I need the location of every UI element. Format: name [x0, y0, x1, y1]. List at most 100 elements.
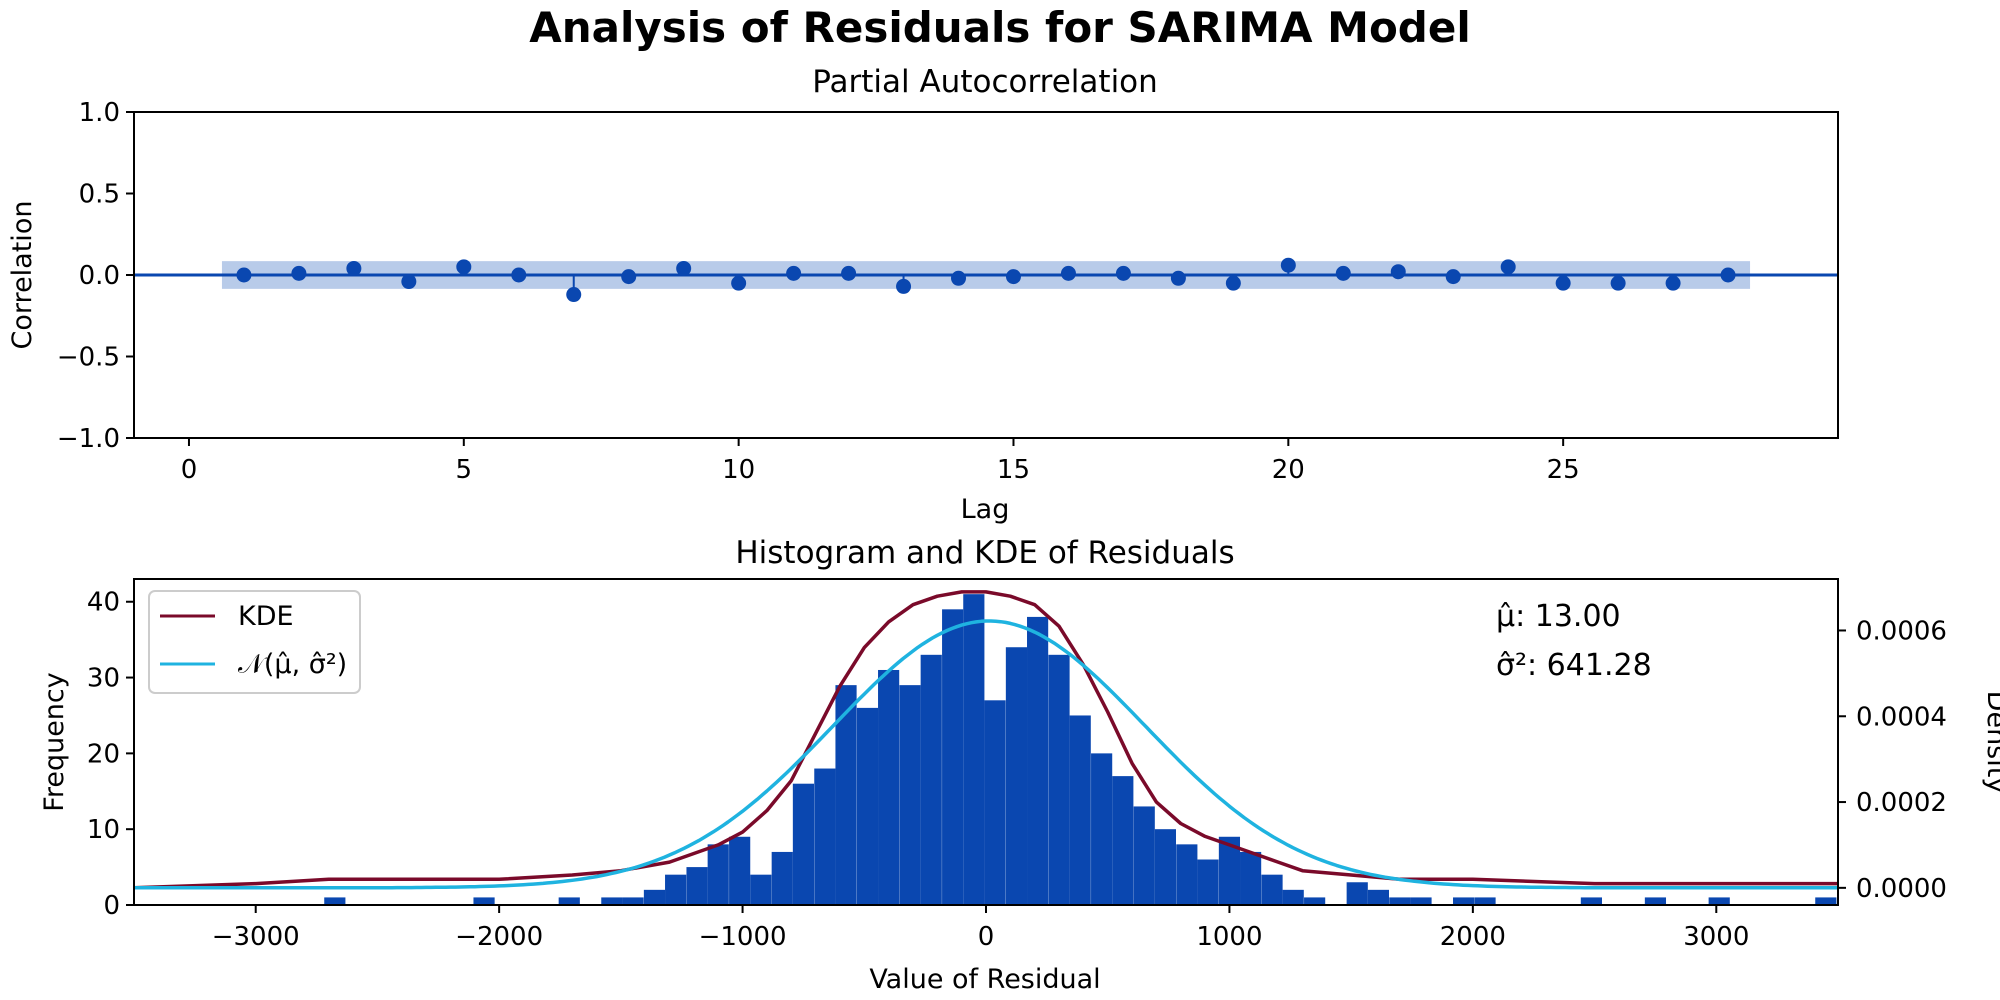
- histogram-bar: [1389, 897, 1411, 905]
- hist-ytick-label: 10: [87, 815, 120, 845]
- histogram-bar: [878, 669, 900, 905]
- pacf-xtick-label: 0: [181, 455, 198, 485]
- histogram-bar: [1027, 616, 1049, 905]
- mean-annotation: μ̂: 13.00: [1496, 599, 1621, 634]
- pacf-point: [896, 278, 912, 294]
- histogram-bar: [1112, 776, 1134, 905]
- pacf-point: [1555, 275, 1571, 291]
- pacf-point: [1500, 259, 1516, 275]
- pacf-point: [841, 265, 857, 281]
- pacf-xlabel: Lag: [961, 494, 1010, 525]
- histogram-bar: [324, 897, 346, 905]
- histogram-bar: [1218, 836, 1241, 905]
- histogram-bar: [1367, 889, 1389, 905]
- hist-ytick-label: 0: [103, 891, 120, 921]
- histogram-bar: [835, 685, 857, 905]
- pacf-xtick-label: 15: [997, 455, 1030, 485]
- legend-normal-label: 𝒩(μ̂, σ̂²): [238, 649, 347, 680]
- hist-ylabel: Frequency: [39, 672, 70, 812]
- pacf-point: [566, 287, 582, 303]
- pacf-point: [511, 267, 527, 283]
- histogram-bar: [984, 700, 1006, 905]
- hist-ytick-right-label: 0.0004: [1856, 702, 1947, 732]
- pacf-point: [456, 259, 472, 275]
- histogram-bar: [942, 609, 964, 905]
- pacf-point: [951, 270, 967, 286]
- histogram-bar: [686, 867, 708, 905]
- pacf-point: [1390, 264, 1406, 280]
- hist-xtick-label: −1000: [699, 922, 787, 952]
- histogram-bar: [1453, 897, 1475, 905]
- pacf-point: [1170, 270, 1186, 286]
- hist-xtick-label: −3000: [212, 922, 300, 952]
- pacf-axes-frame: [133, 111, 1839, 439]
- figure-title: Analysis of Residuals for SARIMA Model: [529, 3, 1471, 52]
- histogram-bar: [1644, 897, 1667, 905]
- histogram-bar: [1197, 859, 1219, 905]
- pacf-xtick-label: 5: [456, 455, 473, 485]
- hist-xlabel: Value of Residual: [869, 964, 1100, 995]
- histogram-bar: [1346, 882, 1368, 905]
- pacf-title: Partial Autocorrelation: [812, 64, 1158, 100]
- histogram-bar: [1474, 897, 1496, 905]
- normal-fit-curve: [134, 619, 1838, 890]
- histogram-bar: [558, 897, 580, 905]
- histogram-bar: [665, 874, 687, 905]
- histogram-bar: [1069, 715, 1091, 905]
- legend: KDE 𝒩(μ̂, σ̂²): [148, 590, 361, 694]
- histogram-bar: [622, 897, 644, 905]
- histogram-bar: [1240, 851, 1262, 905]
- histogram-bar: [1708, 897, 1730, 905]
- hist-axes-frame: [133, 578, 1839, 906]
- histogram-bar: [1304, 897, 1326, 905]
- pacf-ytick-label: −0.5: [57, 343, 120, 373]
- pacf-point: [1335, 265, 1351, 281]
- histogram-bar: [1176, 844, 1198, 905]
- pacf-ytick-label: −1.0: [57, 424, 120, 454]
- hist-ylabel-right: Density: [1981, 691, 2000, 794]
- pacf-xtick-label: 25: [1547, 455, 1580, 485]
- histogram-bar: [963, 594, 985, 905]
- pacf-point: [1115, 265, 1131, 281]
- hist-ytick-right-label: 0.0006: [1856, 616, 1947, 646]
- pacf-point: [346, 260, 362, 276]
- histogram-bar: [792, 783, 815, 905]
- histogram-bar: [643, 889, 666, 905]
- pacf-point: [676, 260, 692, 276]
- pacf-point: [1060, 265, 1076, 281]
- histogram-bar: [750, 874, 772, 905]
- histogram-bar: [1410, 897, 1432, 905]
- legend-kde-label: KDE: [238, 601, 294, 632]
- pacf-ylabel: Correlation: [7, 201, 38, 350]
- pacf-point: [731, 275, 747, 291]
- pacf-point: [786, 265, 802, 281]
- pacf-point: [1665, 275, 1681, 291]
- histogram-bar: [1282, 889, 1304, 905]
- pacf-plot: Partial Autocorrelation 0 5 10 15 20 25 1.0 0.5…: [7, 64, 1839, 525]
- hist-ytick-right-label: 0.0002: [1856, 788, 1947, 818]
- pacf-point: [1225, 275, 1241, 291]
- histogram-bar: [814, 768, 836, 905]
- pacf-ytick-label: 0.5: [79, 180, 120, 210]
- variance-annotation: σ̂²: 641.28: [1496, 648, 1652, 683]
- pacf-xtick-label: 10: [722, 455, 755, 485]
- hist-ytick-label: 30: [87, 664, 120, 694]
- histogram-bar: [1261, 874, 1283, 905]
- histogram-bar: [1815, 897, 1837, 905]
- hist-xtick-label: 1000: [1196, 922, 1262, 952]
- hist-xtick-label: −2000: [455, 922, 543, 952]
- histogram-bar: [473, 897, 495, 905]
- hist-ytick-label: 20: [87, 739, 120, 769]
- hist-ytick-label: 40: [87, 588, 120, 618]
- histogram-bar: [1048, 654, 1070, 905]
- histogram-bar: [707, 844, 729, 905]
- hist-xtick-label: 0: [978, 922, 995, 952]
- histogram-bar: [601, 897, 623, 905]
- histogram-bar: [899, 685, 921, 905]
- histogram-bar: [1154, 829, 1176, 905]
- hist-xtick-label: 3000: [1683, 922, 1749, 952]
- pacf-point: [1005, 269, 1021, 285]
- histogram-bar: [729, 836, 751, 905]
- histogram-bar: [771, 851, 793, 905]
